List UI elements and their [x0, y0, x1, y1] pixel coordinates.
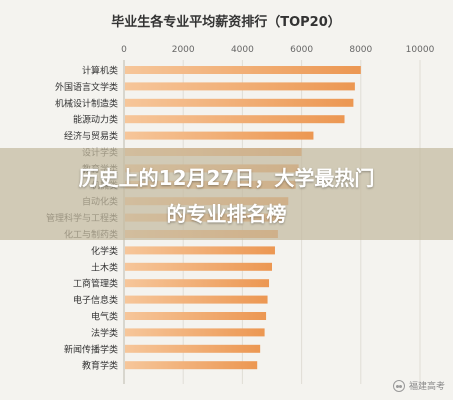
chart-title: 毕业生各专业平均薪资排行（TOP20）	[111, 14, 341, 30]
category-label: 电子信息类	[73, 294, 118, 306]
wechat-icon	[392, 379, 405, 392]
category-label: 新闻传播学类	[64, 343, 118, 355]
headline-overlay	[0, 148, 453, 240]
bar	[125, 279, 270, 288]
bar	[125, 312, 267, 320]
x-tick-label: 8000	[349, 45, 372, 55]
bar	[125, 361, 258, 370]
category-label: 化学类	[91, 245, 118, 257]
category-label: 电气类	[91, 311, 118, 323]
bar	[125, 344, 261, 353]
x-tick-label: 4000	[231, 45, 254, 55]
bar	[125, 66, 361, 74]
headline-line-2: 的专业排名榜	[166, 202, 287, 226]
category-label: 教育学类	[82, 360, 118, 372]
bar	[125, 246, 275, 255]
category-label: 计算机类	[82, 65, 118, 77]
bar	[125, 328, 265, 337]
bar	[125, 82, 355, 91]
bar	[125, 98, 354, 107]
bar	[125, 295, 268, 304]
bar	[125, 131, 314, 140]
x-tick-label: 2000	[172, 45, 195, 55]
category-label: 经济与贸易类	[64, 130, 118, 142]
x-tick-label: 10000	[406, 45, 435, 55]
x-tick-label: 6000	[290, 45, 313, 55]
category-label: 外国语言文学类	[55, 81, 118, 93]
category-label: 能源动力类	[73, 114, 118, 126]
headline-line-1: 历史上的12月27日，大学最热门	[78, 166, 375, 190]
watermark: 福建高考	[392, 379, 445, 392]
category-label: 工商管理类	[73, 278, 118, 290]
watermark-text: 福建高考	[408, 382, 445, 392]
bar	[125, 262, 272, 271]
category-label: 法学类	[91, 327, 118, 339]
category-label: 机械设计制造类	[55, 97, 118, 109]
bar	[125, 115, 345, 124]
x-tick-label: 0	[121, 45, 127, 55]
category-label: 土木类	[91, 261, 118, 273]
